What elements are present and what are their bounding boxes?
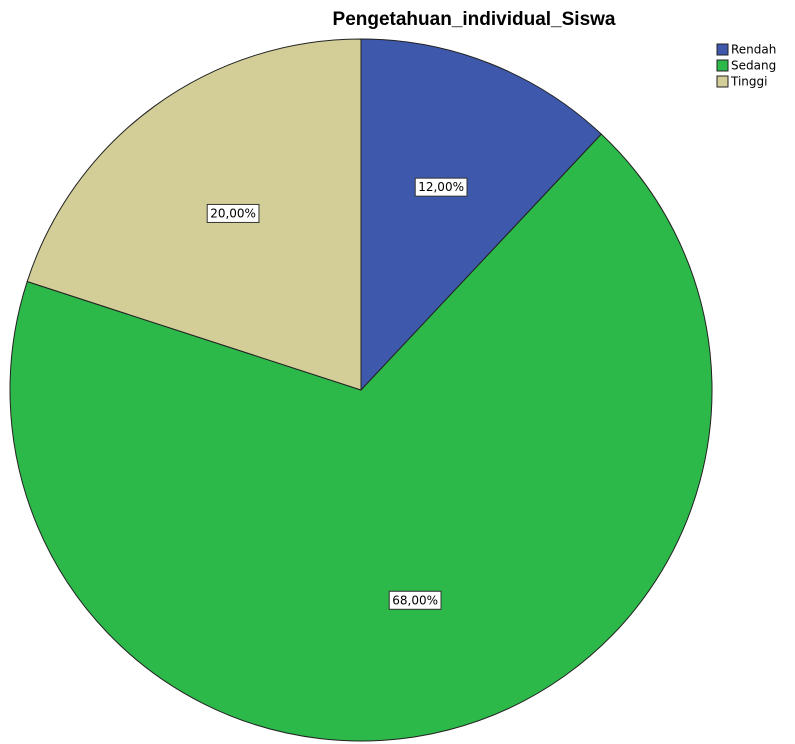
legend-label: Rendah	[731, 43, 776, 57]
legend-label: Sedang	[731, 59, 776, 73]
data-label: 12,00%	[418, 180, 464, 194]
legend-label: Tinggi	[730, 75, 767, 89]
data-label: 20,00%	[210, 206, 256, 220]
pie-slice	[360, 38, 602, 392]
data-label: 68,00%	[392, 593, 438, 607]
legend-swatch	[716, 43, 729, 56]
data-label-box	[414, 177, 468, 197]
data-label-box	[388, 590, 442, 610]
pie-slice	[26, 38, 362, 391]
legend-swatch	[716, 59, 729, 72]
data-label-box	[206, 203, 260, 223]
pie-slice	[9, 133, 713, 742]
chart-title: Pengetahuan_individual_Siswa	[333, 9, 616, 30]
legend-swatch	[716, 75, 729, 88]
